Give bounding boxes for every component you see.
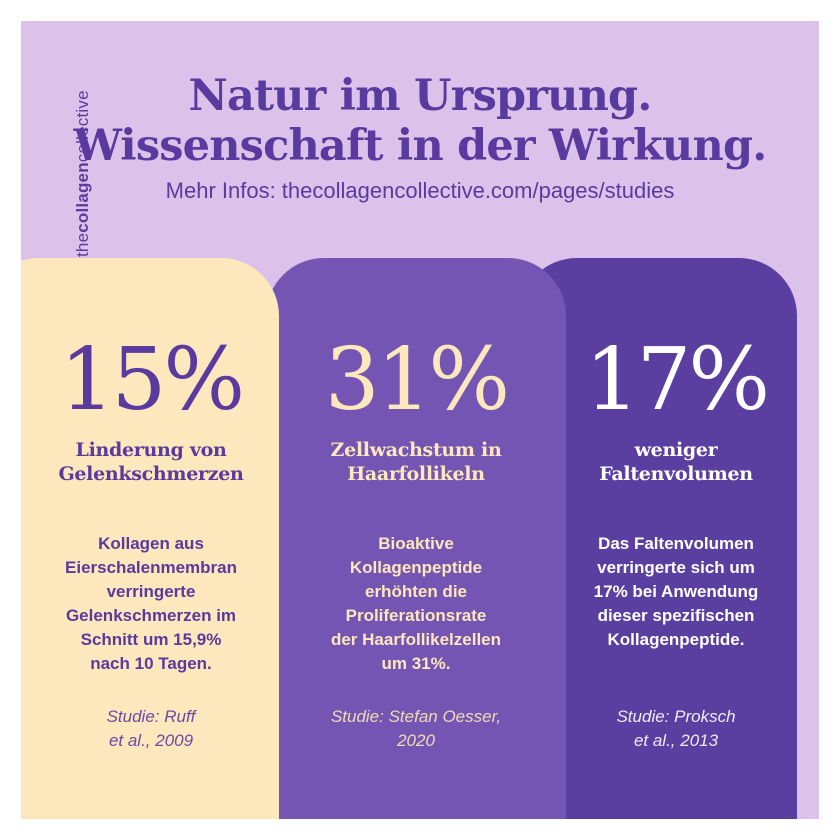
stat-value: 31% <box>324 330 510 430</box>
card-background-2 <box>266 258 566 819</box>
citation-line: 2020 <box>397 731 435 750</box>
stat-headline: Linderung von Gelenkschmerzen <box>21 438 281 486</box>
stat-value: 15% <box>59 330 245 430</box>
title-line-2: Wissenschaft in der Wirkung. <box>73 121 768 171</box>
page-title: Natur im Ursprung. Wissenschaft in der W… <box>21 71 819 171</box>
description-line: 17% bei Anwendung <box>593 582 759 601</box>
stat-card-hair-follicles: 31% Zellwachstum in Haarfollikeln Bioakt… <box>286 258 546 750</box>
citation-line: et al., 2009 <box>108 731 194 750</box>
title-line-1: Natur im Ursprung. <box>188 71 653 121</box>
headline-line: Faltenvolumen <box>599 463 753 485</box>
stat-citation: Studie: Proksch et al., 2013 <box>546 705 806 753</box>
description-line: Kollagenpeptide <box>349 558 483 577</box>
description-line: erhöhten die <box>364 582 467 601</box>
citation-line: Studie: Ruff <box>106 707 196 726</box>
stat-citation: Studie: Ruff et al., 2009 <box>21 705 281 753</box>
more-info-link[interactable]: Mehr Infos: thecollagencollective.com/pa… <box>165 178 675 203</box>
stat-citation: Studie: Stefan Oesser, 2020 <box>286 705 546 753</box>
description-line: nach 10 Tagen. <box>90 654 212 673</box>
headline-line: Linderung von <box>75 439 227 461</box>
stat-card-wrinkles: 17% weniger Faltenvolumen Das Faltenvolu… <box>546 258 806 750</box>
headline-line: Zellwachstum in <box>330 439 502 461</box>
brand-prefix: the <box>73 232 92 257</box>
infographic: thecollagencollective Natur im Ursprung.… <box>21 21 819 819</box>
stat-description: Das Faltenvolumen verringerte sich um 17… <box>546 532 806 652</box>
description-line: der Haarfollikelzellen <box>330 630 502 649</box>
stat-headline: Zellwachstum in Haarfollikeln <box>286 438 546 486</box>
citation-line: Studie: Proksch <box>616 707 736 726</box>
description-line: Schnitt um 15,9% <box>80 630 222 649</box>
description-line: Kollagenpeptide. <box>607 630 745 649</box>
description-line: Kollagen aus <box>98 534 204 553</box>
description-line: Proliferationsrate <box>345 606 487 625</box>
headline-line: Haarfollikeln <box>347 463 485 485</box>
description-line: verringerte <box>106 582 196 601</box>
citation-line: Studie: Stefan Oesser, <box>330 707 502 726</box>
stat-value: 17% <box>584 330 770 430</box>
description-line: um 31%. <box>381 654 451 673</box>
citation-line: et al., 2013 <box>633 731 719 750</box>
description-line: Gelenkschmerzen im <box>65 606 237 625</box>
stat-description: Bioaktive Kollagenpeptide erhöhten die P… <box>286 532 546 676</box>
stat-description: Kollagen aus Eierschalenmembran verringe… <box>21 532 281 676</box>
headline-line: Gelenkschmerzen <box>58 463 244 485</box>
stat-card-joint-pain: 15% Linderung von Gelenkschmerzen Kollag… <box>21 258 281 750</box>
description-line: Bioaktive <box>378 534 454 553</box>
description-line: verringerte sich um <box>597 558 755 577</box>
description-line: Eierschalenmembran <box>65 558 237 577</box>
stat-headline: weniger Faltenvolumen <box>546 438 806 486</box>
headline-line: weniger <box>634 439 718 461</box>
card-background-1 <box>21 258 279 819</box>
description-line: dieser spezifischen <box>597 606 755 625</box>
description-line: Das Faltenvolumen <box>598 534 754 553</box>
